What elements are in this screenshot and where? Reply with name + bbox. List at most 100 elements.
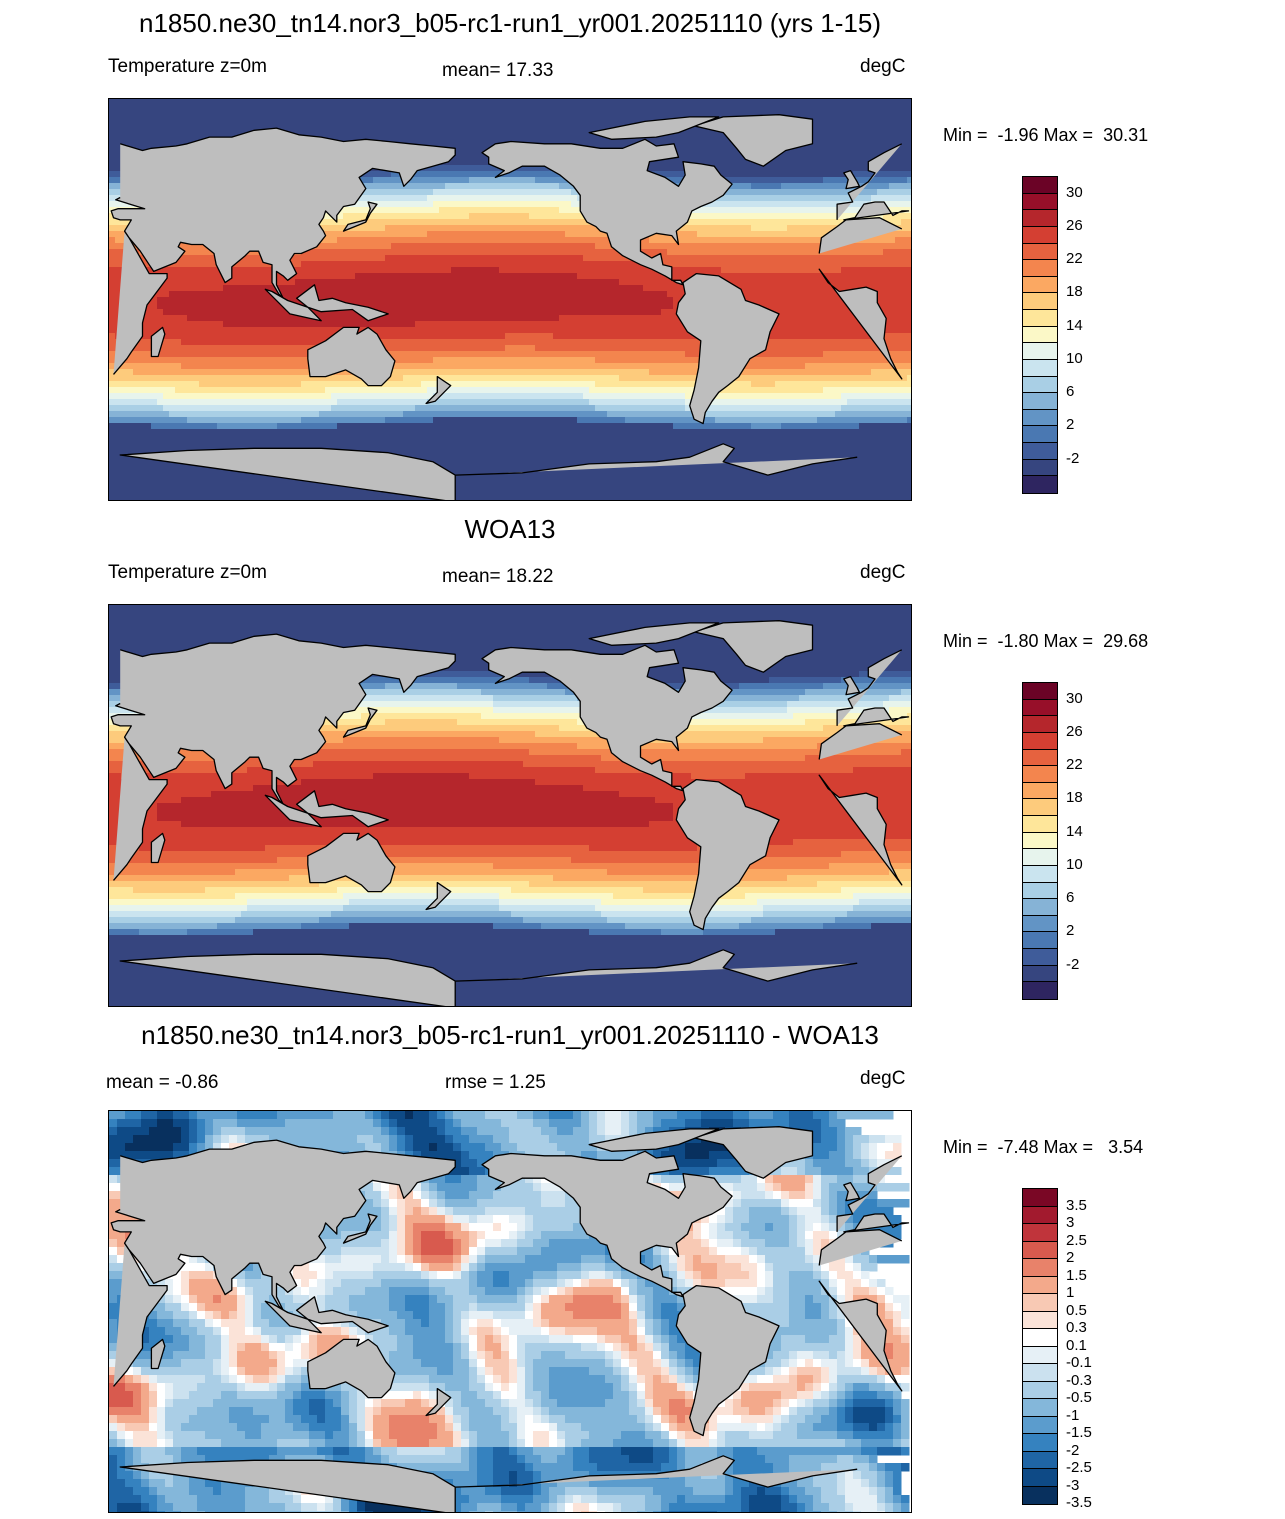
colorbar-segment xyxy=(1023,409,1057,427)
colorbar-segment xyxy=(1023,716,1057,733)
colorbar-tick-label: -2 xyxy=(1066,1441,1080,1459)
panel-title: n1850.ne30_tn14.nor3_b05-rc1-run1_yr001.… xyxy=(141,1020,879,1050)
mean-label: mean = -0.86 xyxy=(106,1072,219,1093)
mean-label: mean= 18.22 xyxy=(442,566,554,587)
colorbar-segment xyxy=(1023,443,1057,460)
colorbar-segment xyxy=(1023,1346,1057,1364)
colorbar-segment xyxy=(1023,1399,1057,1417)
colorbar-segment xyxy=(1023,1434,1057,1452)
mean-label: mean= 17.33 xyxy=(442,60,554,81)
rmse-label: rmse = 1.25 xyxy=(445,1072,546,1093)
colorbar-segment xyxy=(1023,1469,1057,1487)
ocean-field xyxy=(109,605,911,1006)
land-greenland xyxy=(693,1126,814,1179)
units-label: degC xyxy=(860,562,906,583)
colorbar-tick-label: -2.5 xyxy=(1066,1459,1092,1476)
colorbar-tick-label: -0.3 xyxy=(1066,1371,1092,1389)
colorbar-segment xyxy=(1023,1224,1057,1242)
colorbar-segment xyxy=(1023,899,1057,916)
colorbar-tick-label: 3 xyxy=(1066,1214,1075,1231)
land-nz xyxy=(425,881,452,911)
colorbar-segment xyxy=(1023,1486,1057,1504)
diff-map xyxy=(108,1110,912,1513)
land-africa xyxy=(113,723,903,886)
obs-panel: WOA13 Temperature z=0m mean= 18.22 degC … xyxy=(0,506,1285,1012)
colorbar-segment xyxy=(1023,1364,1057,1382)
panel-title: n1850.ne30_tn14.nor3_b05-rc1-run1_yr001.… xyxy=(138,8,881,38)
colorbar-tick-label: 18 xyxy=(1066,789,1083,807)
colorbar-segment xyxy=(1023,699,1057,717)
land-madagascar xyxy=(150,832,166,864)
diff-panel: n1850.ne30_tn14.nor3_b05-rc1-run1_yr001.… xyxy=(0,1012,1285,1518)
land-japan xyxy=(342,201,378,232)
land-s_america xyxy=(675,778,780,931)
colorbar-tick-label: 18 xyxy=(1066,283,1083,301)
land-greenland xyxy=(693,114,814,167)
colorbar-segment xyxy=(1023,426,1057,443)
land-greenland xyxy=(693,620,814,673)
colorbar-segment xyxy=(1023,799,1057,816)
colorbar-segment xyxy=(1023,1381,1057,1399)
colorbar-tick-label: 0.5 xyxy=(1066,1301,1087,1319)
sst-map xyxy=(108,98,912,501)
colorbar-tick-label: 2.5 xyxy=(1066,1231,1087,1249)
colorbar-tick-label: -0.5 xyxy=(1066,1389,1092,1406)
colorbar-segment xyxy=(1023,732,1057,750)
colorbar-segment xyxy=(1023,293,1057,310)
colorbar-tick-label: -1.5 xyxy=(1066,1424,1092,1441)
land-europe_asia xyxy=(110,633,910,805)
land-s_america xyxy=(675,272,780,425)
colorbar-segment xyxy=(1023,683,1057,700)
colorbar-segment xyxy=(1023,965,1057,983)
colorbar-segment xyxy=(1023,193,1057,211)
colorbar-tick-label: 0.3 xyxy=(1066,1319,1087,1336)
colorbar-segment xyxy=(1023,932,1057,949)
min-max-label: Min = -1.96 Max = 30.31 xyxy=(943,125,1149,145)
colorbar-segment xyxy=(1023,310,1057,327)
colorbar-tick-label: 30 xyxy=(1066,183,1083,201)
colorbar-segment xyxy=(1023,1329,1057,1347)
land-madagascar xyxy=(150,326,166,358)
colorbar-tick-label: 10 xyxy=(1066,349,1083,367)
colorbar-segment xyxy=(1023,915,1057,933)
panel-title: WOA13 xyxy=(464,514,556,544)
colorbar-tick-label: -1 xyxy=(1066,1406,1080,1424)
colorbar-tick-label: 22 xyxy=(1066,756,1083,774)
sst-map xyxy=(108,604,912,1007)
land-britain xyxy=(843,675,861,696)
colorbar-tick-label: -2 xyxy=(1066,449,1080,467)
land-n_america xyxy=(481,1150,733,1298)
colorbar-segment xyxy=(1023,343,1057,360)
land-japan xyxy=(342,1213,378,1244)
colorbar-tick-label: 6 xyxy=(1066,383,1075,401)
colorbar-segment xyxy=(1023,832,1057,850)
colorbar-tick-label: -3 xyxy=(1066,1476,1080,1494)
colorbar-tick-label: 0.1 xyxy=(1066,1336,1087,1354)
colorbar-segment xyxy=(1023,393,1057,410)
colorbar-tick-label: 1.5 xyxy=(1066,1266,1087,1284)
colorbar-segment xyxy=(1023,816,1057,833)
colorbar-segment xyxy=(1023,1451,1057,1469)
colorbar-segment xyxy=(1023,749,1057,767)
colorbar-tick-label: 10 xyxy=(1066,855,1083,873)
land-antarctica xyxy=(119,1455,858,1512)
model-panel: n1850.ne30_tn14.nor3_b05-rc1-run1_yr001.… xyxy=(0,0,1285,506)
variable-label: Temperature z=0m xyxy=(108,562,267,583)
colorbar-segment xyxy=(1023,226,1057,244)
colorbar-segment xyxy=(1023,1259,1057,1277)
colorbar-segment xyxy=(1023,1189,1057,1207)
colorbar-segment xyxy=(1023,1294,1057,1312)
colorbar-tick-label: 30 xyxy=(1066,689,1083,707)
colorbar-tick-label: 14 xyxy=(1066,316,1083,334)
land-n_america xyxy=(481,644,733,792)
colorbar-segment xyxy=(1023,1241,1057,1259)
land-s_america xyxy=(675,1284,780,1437)
colorbar-tick-label: 2 xyxy=(1066,1249,1075,1266)
land-indonesia xyxy=(264,284,389,322)
colorbar-segment xyxy=(1023,359,1057,377)
colorbar-tick-label: 2 xyxy=(1066,922,1075,940)
colorbar-segment xyxy=(1023,210,1057,227)
map-canvas xyxy=(109,99,911,500)
colorbar-segment xyxy=(1023,276,1057,294)
colorbar-segment xyxy=(1023,1311,1057,1329)
